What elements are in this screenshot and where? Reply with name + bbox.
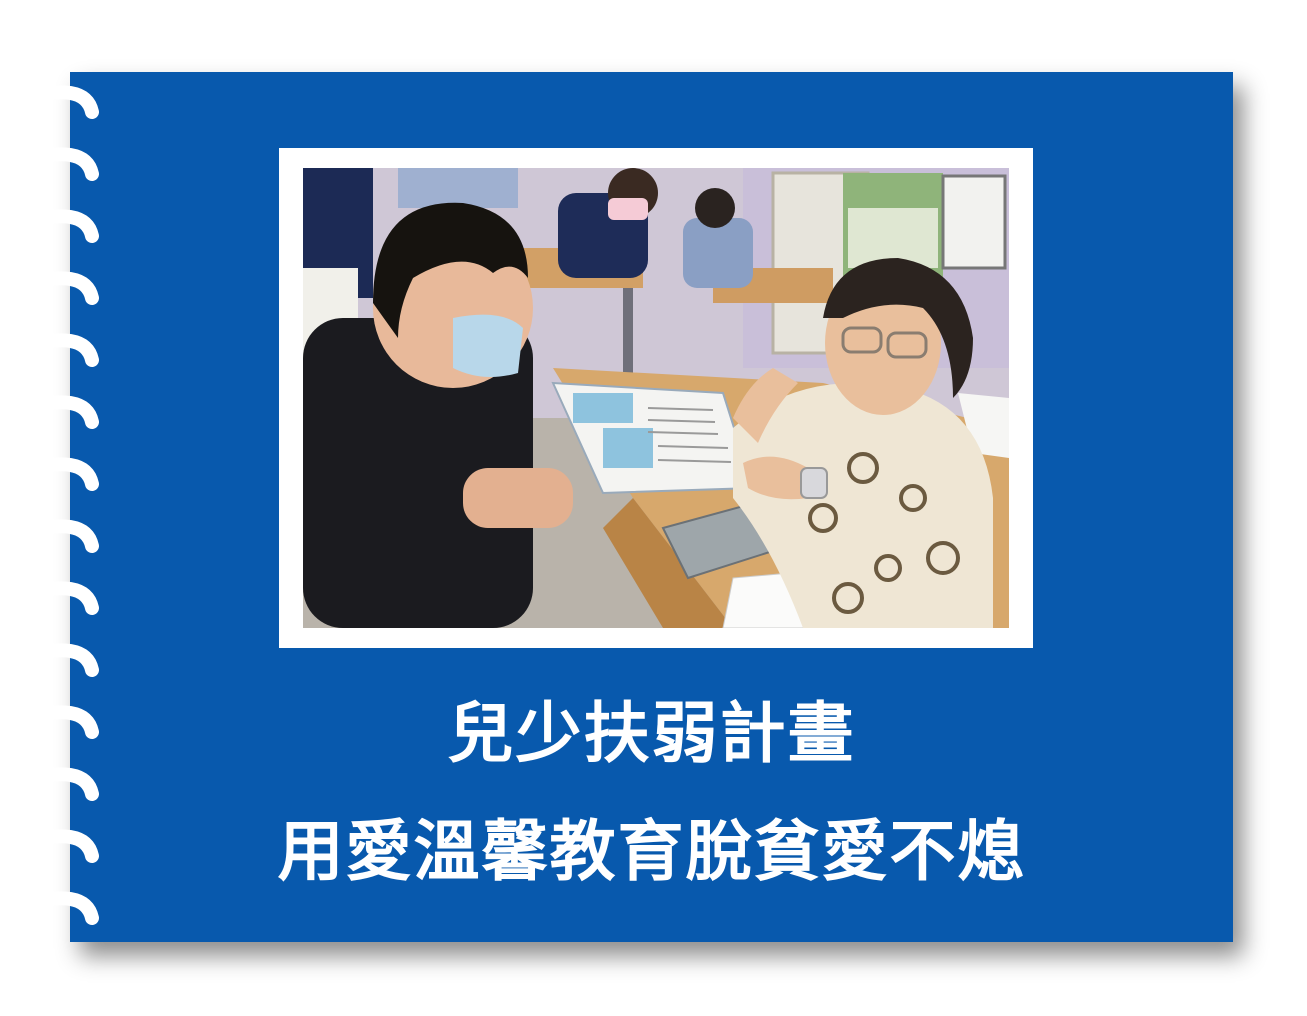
photo-frame xyxy=(279,148,1033,648)
title-line-1: 兒少扶弱計畫 xyxy=(447,695,856,772)
title-line-2: 用愛溫馨教育脫貧愛不熄 xyxy=(277,813,1026,890)
photo-illustration xyxy=(303,168,1009,628)
classroom-photo xyxy=(303,168,1009,628)
